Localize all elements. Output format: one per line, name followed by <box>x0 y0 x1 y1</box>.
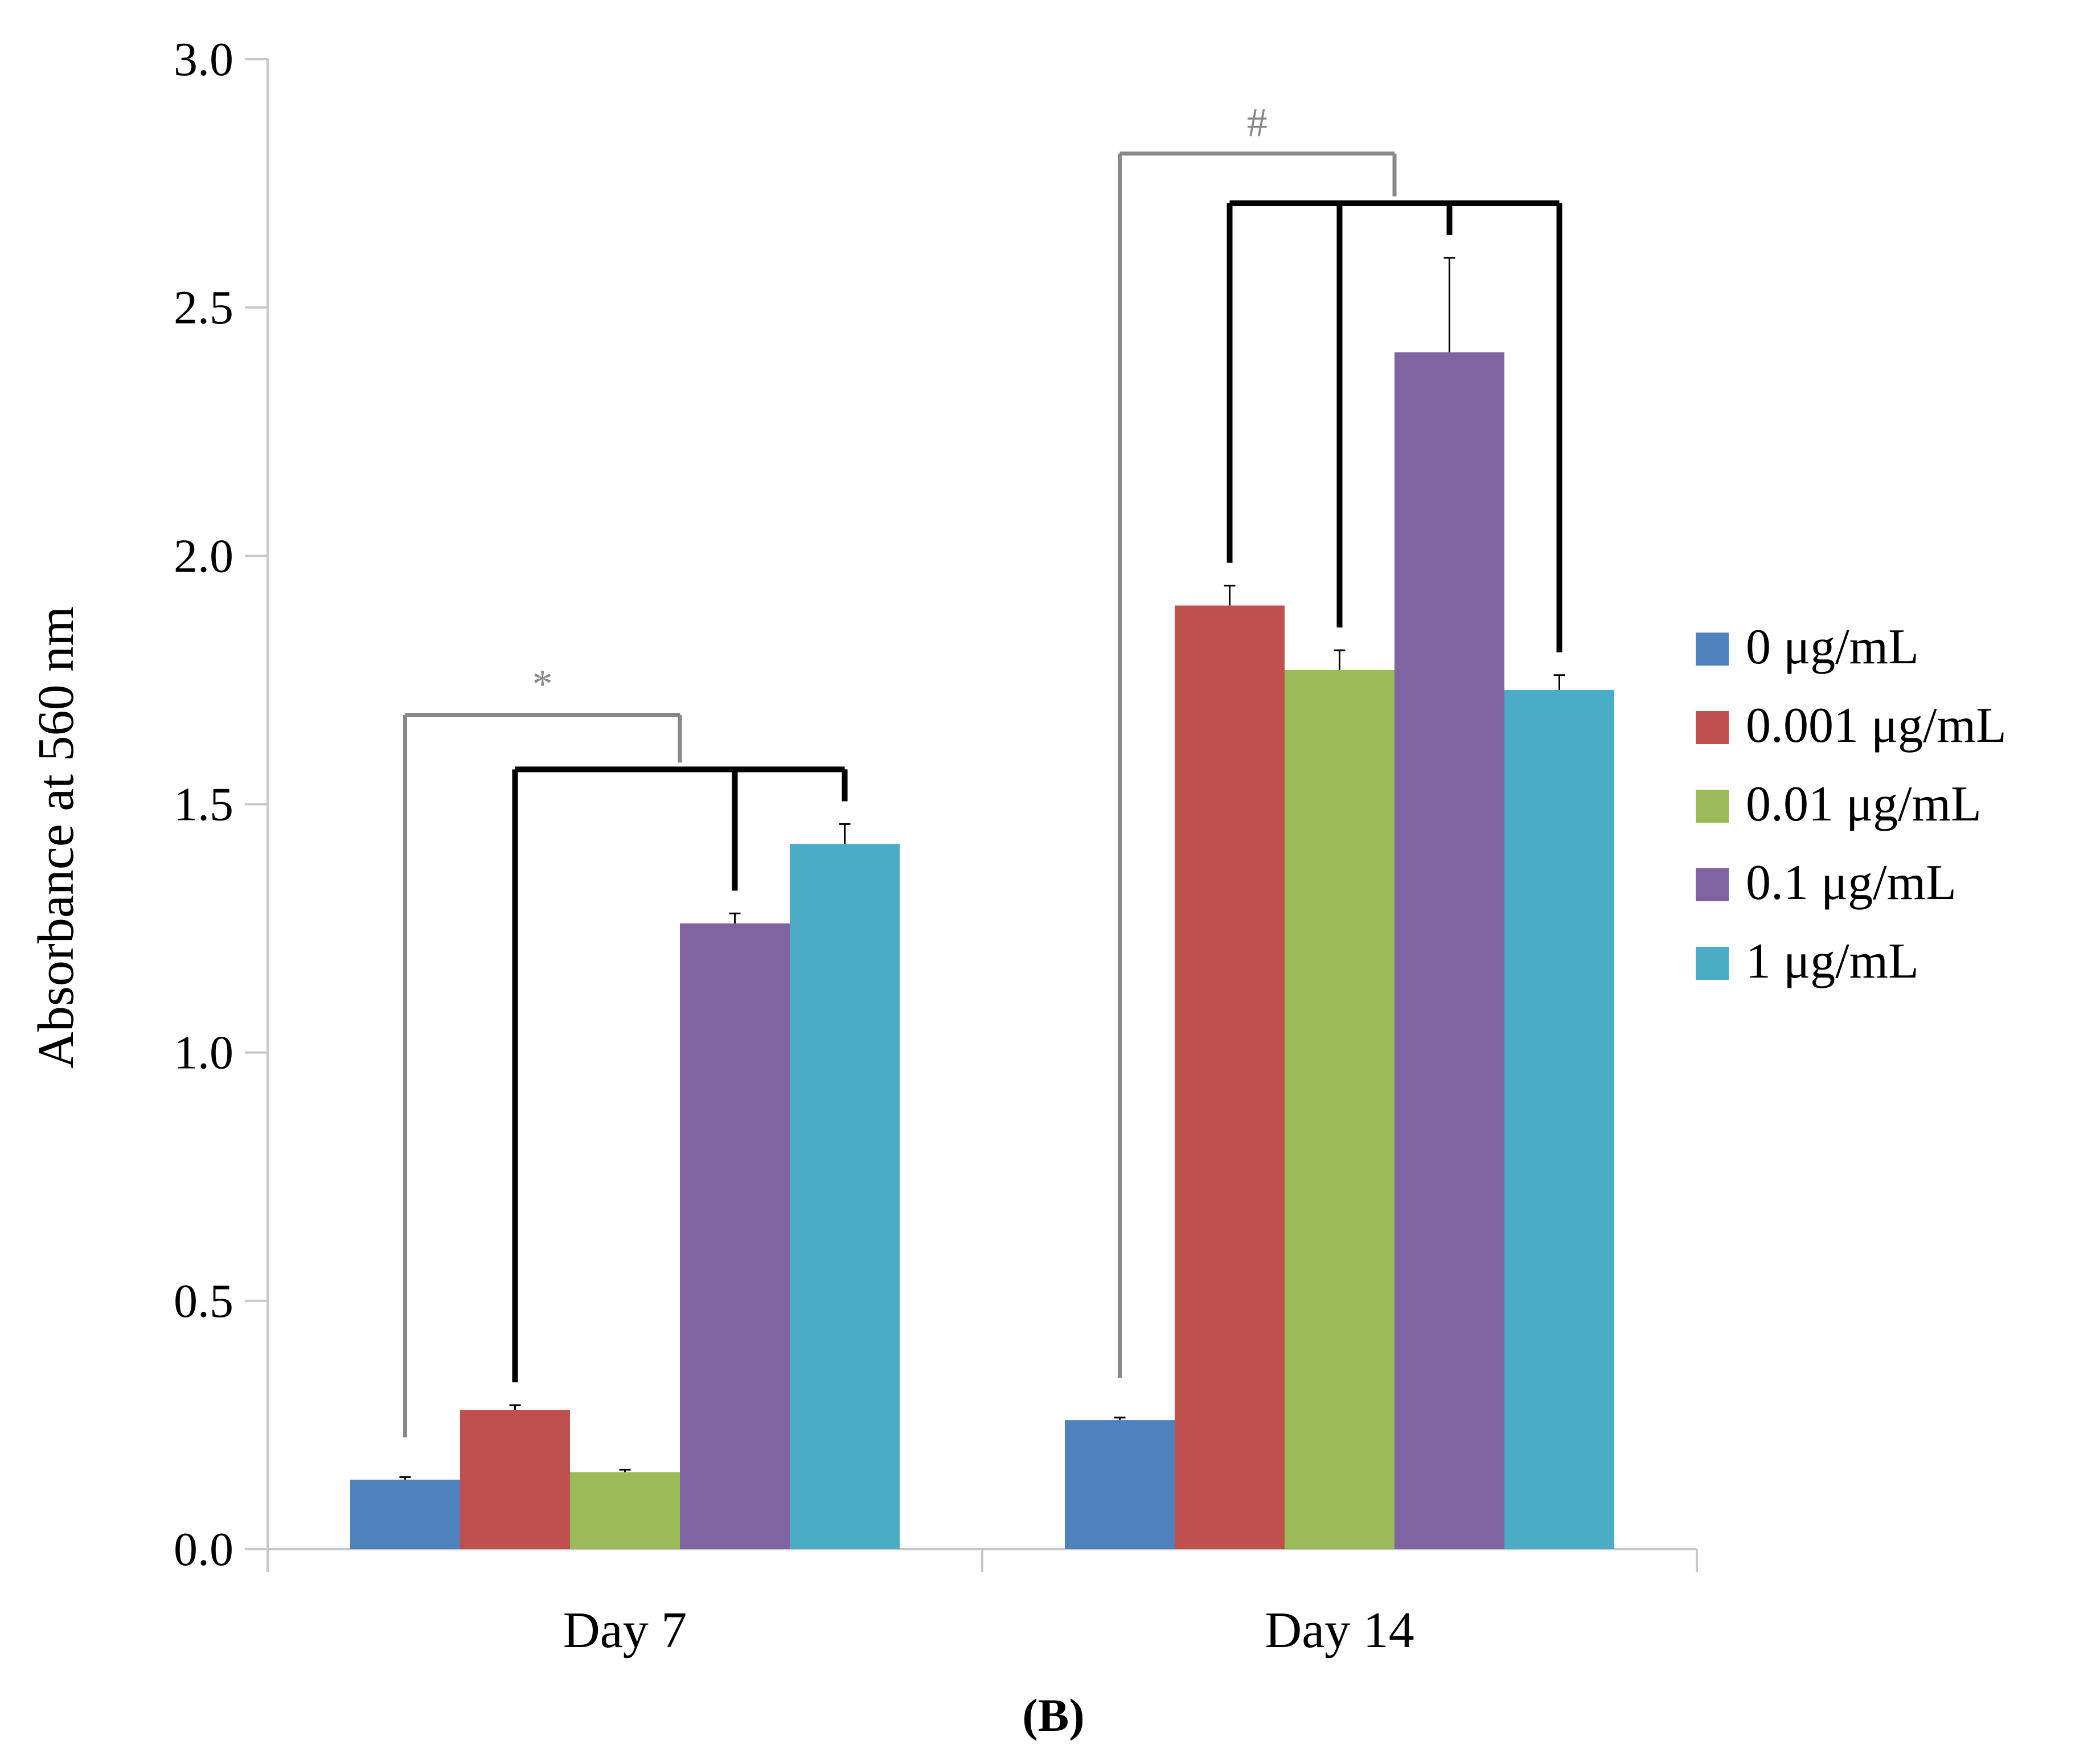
legend-label: 0.1 μg/mL <box>1746 855 1957 910</box>
bar-day-14-series-1 <box>1175 605 1285 1549</box>
legend: 0 μg/mL 0.001 μg/mL 0.01 μg/mL 0.1 μg/mL 1 μ… <box>1696 619 2007 989</box>
y-tick-label: 0.5 <box>174 1275 233 1328</box>
bar-day-7-series-3 <box>680 923 790 1549</box>
y-tick-label: 2.0 <box>174 529 233 582</box>
legend-label: 0.01 μg/mL <box>1746 777 1982 832</box>
significance-brackets <box>403 151 1562 1438</box>
y-tick-label: 1.0 <box>174 1027 233 1079</box>
legend-swatch <box>1696 790 1729 823</box>
bars-group <box>350 257 1614 1549</box>
legend-swatch <box>1696 711 1729 744</box>
legend-label: 1 μg/mL <box>1746 934 1919 989</box>
significance-label: # <box>1247 100 1268 146</box>
legend-swatch <box>1696 947 1729 980</box>
y-tick-label: 3.0 <box>174 33 233 86</box>
bar-day-7-series-4 <box>790 844 900 1549</box>
x-category-label: Day 14 <box>1265 1602 1414 1658</box>
panel-label: (B) <box>1022 1689 1084 1741</box>
y-tick-label: 2.5 <box>174 281 233 334</box>
bar-day-7-series-2 <box>570 1472 680 1549</box>
x-category-label: Day 7 <box>563 1602 687 1658</box>
y-tick-label: 1.5 <box>174 778 233 831</box>
legend-label: 0.001 μg/mL <box>1746 698 2007 753</box>
bar-day-7-series-0 <box>350 1479 460 1549</box>
y-tick-label: 0.0 <box>174 1523 233 1576</box>
legend-swatch <box>1696 633 1729 666</box>
y-axis-title: Absorbance at 560 nm <box>28 606 84 1069</box>
legend-label: 0 μg/mL <box>1746 619 1919 675</box>
bar-day-14-series-3 <box>1394 352 1504 1549</box>
significance-label: * <box>532 661 553 707</box>
bar-day-7-series-1 <box>460 1410 570 1549</box>
legend-swatch <box>1696 868 1729 901</box>
labels-group: 0.0 0.5 1.0 1.5 2.0 2.5 3.0 Day 7 Day 14 * # <box>174 33 1414 1658</box>
bar-day-14-series-2 <box>1285 670 1394 1549</box>
bar-day-14-series-0 <box>1065 1420 1175 1549</box>
bar-day-14-series-4 <box>1504 689 1614 1549</box>
